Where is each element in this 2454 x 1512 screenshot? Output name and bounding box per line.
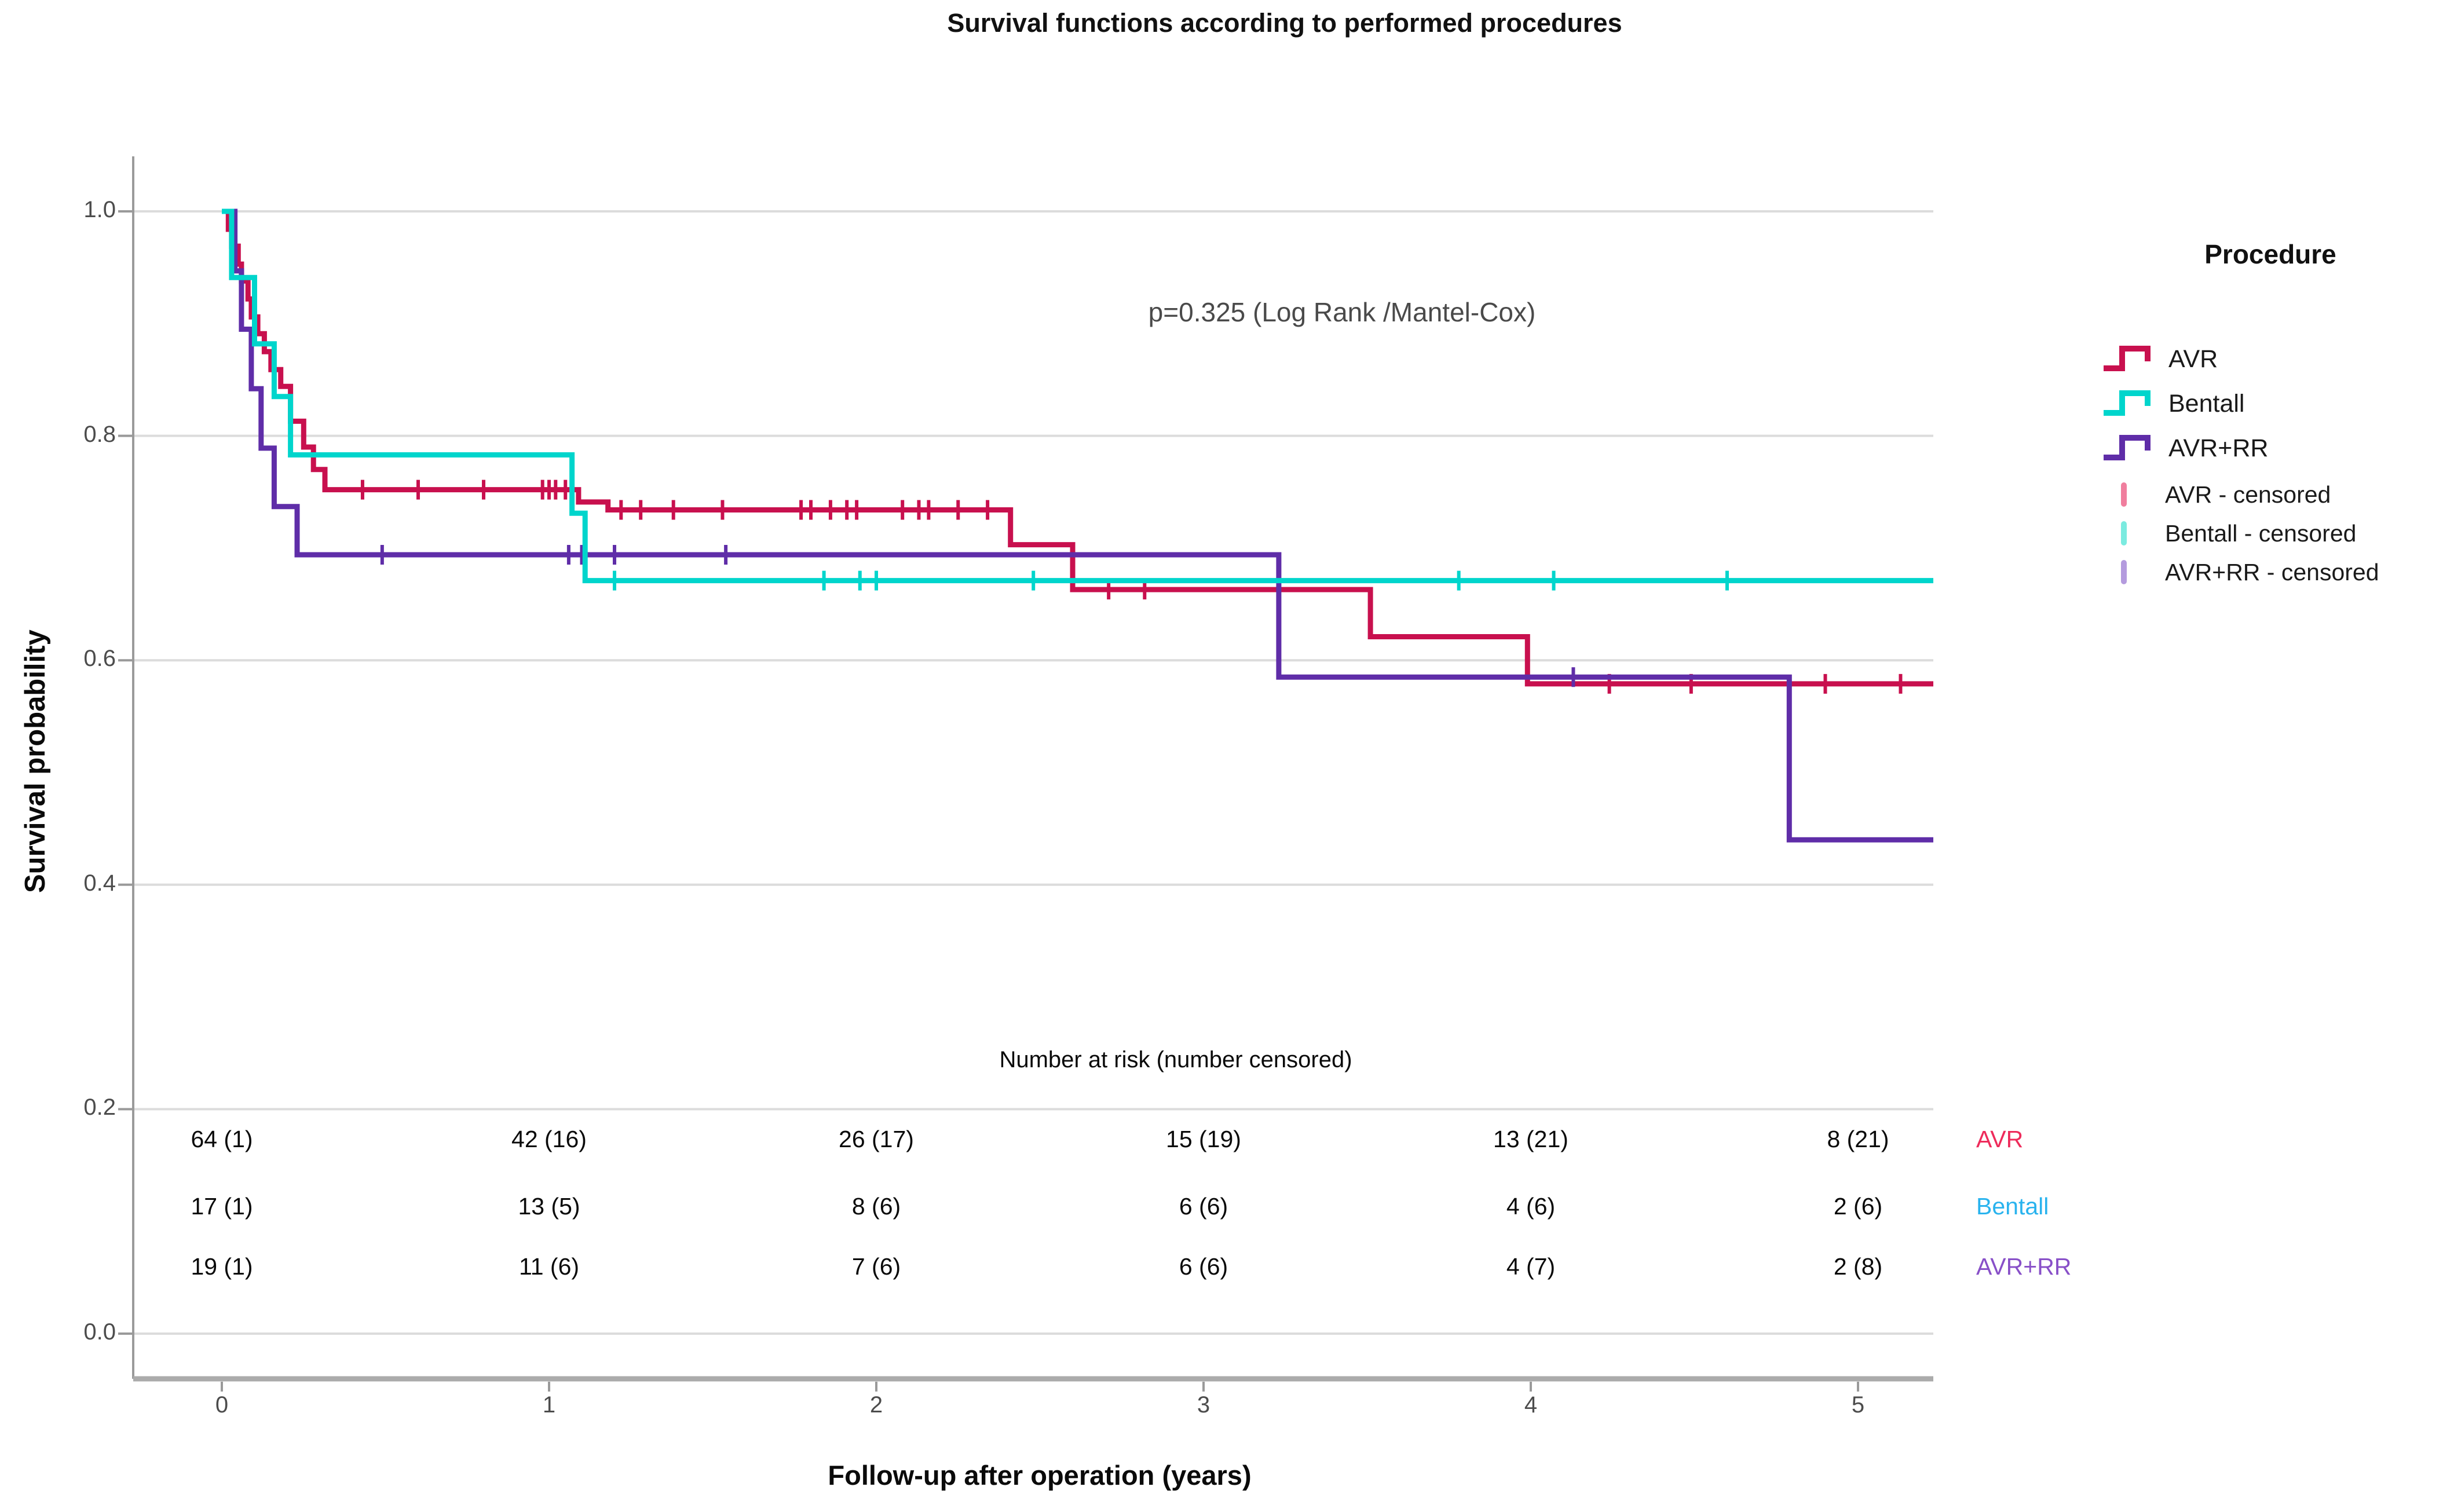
risk-cell: 2 (6) bbox=[1833, 1193, 1883, 1220]
risk-cell: 11 (6) bbox=[518, 1253, 580, 1280]
risk-cell: 6 (6) bbox=[1179, 1253, 1228, 1280]
risk-cell: 8 (6) bbox=[851, 1193, 901, 1220]
legend-item-label: AVR bbox=[2168, 345, 2218, 373]
step-line-icon bbox=[2104, 435, 2151, 460]
censored-tick-icon bbox=[2121, 482, 2127, 507]
risk-cell: 13 (21) bbox=[1493, 1126, 1568, 1152]
y-tick-label-0.6: 0.6 bbox=[83, 646, 116, 672]
risk-cell: 26 (17) bbox=[839, 1126, 914, 1152]
legend-item-label: Bentall bbox=[2168, 389, 2245, 418]
legend-item-label: AVR+RR bbox=[2168, 434, 2269, 462]
legend-step-symbol bbox=[2104, 435, 2151, 460]
risk-cell: 13 (5) bbox=[518, 1193, 580, 1220]
legend-censored-item-AVR+RR - censored: AVR+RR - censored bbox=[2121, 556, 2379, 588]
legend-item-AVR: AVR bbox=[2101, 343, 2218, 375]
y-tick-label-0.2: 0.2 bbox=[83, 1094, 116, 1121]
x-tick-label-5: 5 bbox=[1851, 1392, 1865, 1418]
risk-cell: 19 (1) bbox=[191, 1253, 253, 1280]
legend-censored-item-Bentall - censored: Bentall - censored bbox=[2121, 517, 2356, 550]
legend-item-AVR+RR: AVR+RR bbox=[2101, 432, 2268, 464]
risk-table-header: Number at risk (number censored) bbox=[999, 1047, 1352, 1072]
p-value-annotation: p=0.325 (Log Rank /Mantel-Cox) bbox=[1148, 297, 1536, 327]
x-axis-title: Follow-up after operation (years) bbox=[828, 1460, 1252, 1491]
legend-censored-label: Bentall - censored bbox=[2165, 519, 2357, 547]
series-line-AVR+RR bbox=[222, 208, 1933, 843]
risk-row-label-AVR: AVR bbox=[1976, 1126, 2024, 1152]
risk-cell: 4 (7) bbox=[1506, 1253, 1556, 1280]
chart-title: Survival functions according to performe… bbox=[947, 8, 1622, 38]
series-line-AVR bbox=[222, 208, 1933, 687]
legend-step-symbol bbox=[2104, 346, 2151, 371]
step-line-icon bbox=[2104, 390, 2151, 416]
legend-censored-label: AVR+RR - censored bbox=[2165, 558, 2379, 585]
censored-tick-icon bbox=[2121, 521, 2127, 546]
x-tick-label-1: 1 bbox=[542, 1392, 556, 1418]
risk-row-label-Bentall: Bentall bbox=[1976, 1193, 2049, 1220]
x-tick-label-4: 4 bbox=[1524, 1392, 1538, 1418]
x-tick-label-0: 0 bbox=[215, 1392, 229, 1418]
legend-censored-item-AVR - censored: AVR - censored bbox=[2121, 478, 2331, 511]
legend-item-Bentall: Bentall bbox=[2101, 387, 2244, 420]
series-line-Bentall bbox=[222, 208, 1933, 584]
risk-row-label-AVR+RR: AVR+RR bbox=[1976, 1253, 2072, 1280]
risk-cell: 15 (19) bbox=[1166, 1126, 1241, 1152]
step-line-icon bbox=[2104, 346, 2151, 371]
legend-title: Procedure bbox=[2204, 239, 2336, 269]
y-tick-label-0.8: 0.8 bbox=[83, 421, 116, 447]
risk-cell: 6 (6) bbox=[1179, 1193, 1228, 1220]
x-tick-label-3: 3 bbox=[1197, 1392, 1210, 1418]
risk-cell: 2 (8) bbox=[1833, 1253, 1883, 1280]
risk-cell: 17 (1) bbox=[191, 1193, 253, 1220]
legend-step-symbol bbox=[2104, 390, 2151, 416]
risk-cell: 4 (6) bbox=[1506, 1193, 1556, 1220]
risk-cell: 8 (21) bbox=[1827, 1126, 1889, 1152]
y-tick-label-1.0: 1.0 bbox=[83, 197, 116, 222]
x-tick-label-2: 2 bbox=[869, 1392, 883, 1418]
risk-cell: 64 (1) bbox=[191, 1126, 253, 1152]
censored-tick-icon bbox=[2121, 560, 2127, 584]
y-axis-title: Survival probability bbox=[20, 629, 51, 894]
risk-cell: 7 (6) bbox=[851, 1253, 901, 1280]
y-tick-label-0.4: 0.4 bbox=[83, 870, 116, 896]
y-tick-label-0.0: 0.0 bbox=[83, 1319, 116, 1345]
risk-cell: 42 (16) bbox=[511, 1126, 587, 1152]
legend-censored-label: AVR - censored bbox=[2165, 481, 2331, 508]
